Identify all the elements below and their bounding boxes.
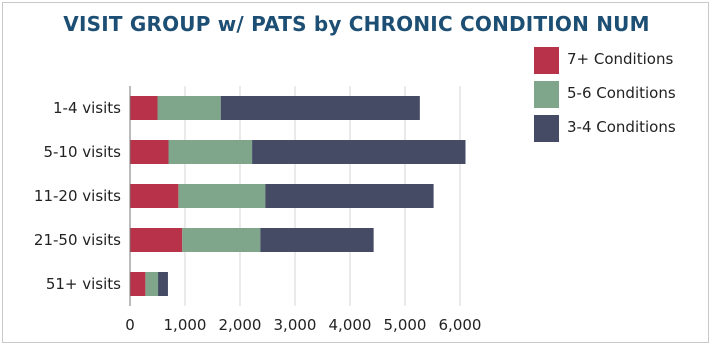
legend-label: 3-4 Conditions — [567, 118, 676, 136]
bar-segment — [178, 184, 266, 208]
bar-segment — [130, 272, 146, 296]
x-tick-label: 5,000 — [384, 316, 427, 334]
bar-segment — [220, 96, 420, 120]
bar-segment — [130, 140, 169, 164]
bar-segment — [265, 184, 434, 208]
bar-segment — [157, 96, 221, 120]
legend-swatch — [534, 115, 559, 142]
category-labels: 1-4 visits 5-10 visits 11-20 visits 21-50 v… — [34, 99, 121, 293]
bar-segment — [130, 96, 158, 120]
legend-swatch — [534, 47, 559, 74]
category-label: 1-4 visits — [53, 99, 121, 117]
category-label: 11-20 visits — [34, 187, 121, 205]
chart-title: VISIT GROUP w/ PATS by CHRONIC CONDITION… — [63, 12, 650, 36]
legend-label: 5-6 Conditions — [567, 84, 676, 102]
x-tick-label: 6,000 — [439, 316, 482, 334]
category-label: 21-50 visits — [34, 231, 121, 249]
bar-segment — [130, 228, 183, 252]
x-tick-label: 4,000 — [329, 316, 372, 334]
bar-segment — [145, 272, 159, 296]
bar-segment — [130, 184, 179, 208]
bar-segment — [182, 228, 261, 252]
category-label: 5-10 visits — [43, 143, 121, 161]
chart-panel — [2, 2, 709, 343]
x-tick-label: 0 — [125, 316, 135, 334]
legend-swatch — [534, 81, 559, 108]
bar-segment — [260, 228, 374, 252]
x-tick-label: 3,000 — [274, 316, 317, 334]
x-tick-label: 1,000 — [164, 316, 207, 334]
bar-segment — [252, 140, 466, 164]
bars — [130, 96, 466, 296]
category-label: 51+ visits — [46, 275, 121, 293]
x-tick-labels: 0 1,000 2,000 3,000 4,000 5,000 6,000 — [125, 316, 481, 334]
bar-segment — [158, 272, 168, 296]
legend-label: 7+ Conditions — [567, 50, 673, 68]
x-tick-label: 2,000 — [219, 316, 262, 334]
legend: 7+ Conditions 5-6 Conditions 3-4 Condition… — [534, 47, 676, 142]
bar-segment — [168, 140, 253, 164]
